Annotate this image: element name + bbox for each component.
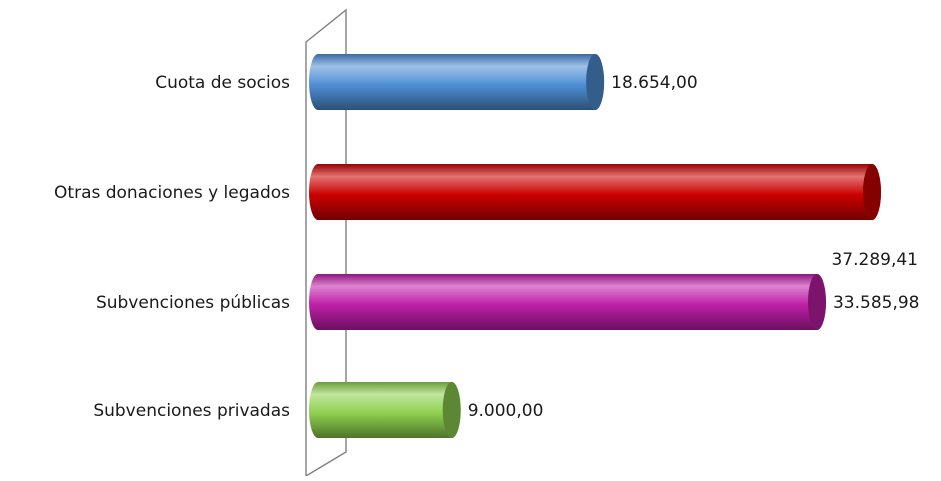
category-label: Subvenciones privadas xyxy=(93,401,290,421)
bar-cap-4 xyxy=(442,382,461,438)
bar-cap-3 xyxy=(807,274,826,330)
value-label: 37.289,41 xyxy=(831,250,918,270)
category-label: Subvenciones públicas xyxy=(96,293,290,313)
axis-back-wall xyxy=(305,8,347,478)
labels-layer: Cuota de socios 18.654,00 Otras donaciones… xyxy=(54,73,919,421)
bar-1 xyxy=(309,54,605,110)
bar-2 xyxy=(309,164,881,220)
value-label: 9.000,00 xyxy=(468,401,544,421)
bar-4 xyxy=(309,382,461,438)
bars-layer xyxy=(309,54,881,438)
bar-3 xyxy=(309,274,826,330)
value-label: 18.654,00 xyxy=(611,73,698,93)
bar-cap-1 xyxy=(586,54,605,110)
bar-cap-2 xyxy=(863,164,881,220)
category-label: Cuota de socios xyxy=(155,73,290,93)
category-label: Otras donaciones y legados xyxy=(54,183,290,203)
axis-layer xyxy=(305,8,347,478)
value-label: 33.585,98 xyxy=(833,293,920,313)
